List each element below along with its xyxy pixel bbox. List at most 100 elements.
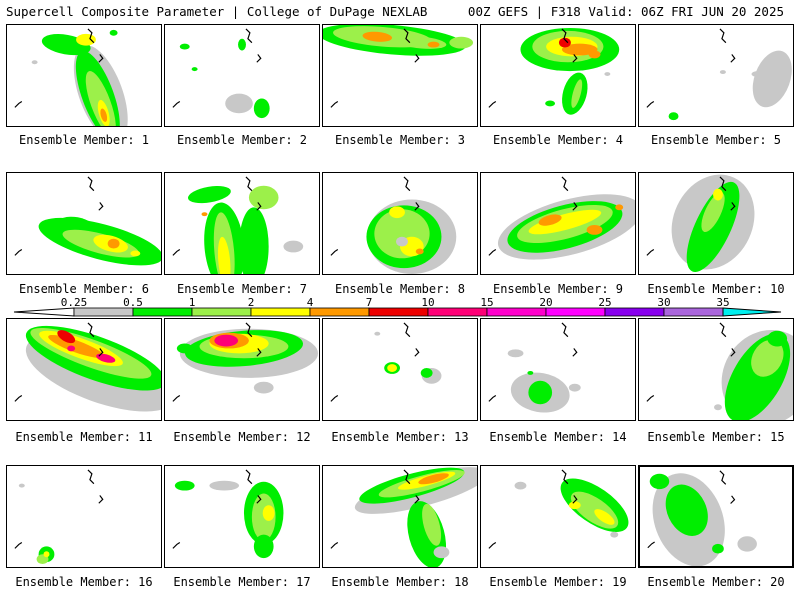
scp-contour-field xyxy=(330,322,442,402)
ensemble-member-label: Ensemble Member: 9 xyxy=(492,282,624,296)
scp-contour-region xyxy=(449,36,474,49)
ensemble-member-label: Ensemble Member: 13 xyxy=(331,430,469,444)
ensemble-member-map[interactable] xyxy=(322,172,478,275)
coastline-outline xyxy=(172,28,262,108)
scp-contour-region xyxy=(713,188,723,201)
scp-contour-field xyxy=(172,469,284,559)
ensemble-member-map[interactable] xyxy=(638,24,794,127)
ensemble-member-map[interactable] xyxy=(638,318,794,421)
scp-contour-region xyxy=(594,509,615,525)
scp-contour-region xyxy=(568,383,581,392)
scp-contour-region xyxy=(527,370,534,375)
scp-contour-field xyxy=(330,467,477,567)
colorbar-min-arrow xyxy=(13,307,75,317)
scp-contour-region xyxy=(201,212,208,217)
scp-contour-region xyxy=(558,37,571,48)
coastline-outline xyxy=(646,28,736,108)
ensemble-member-map[interactable] xyxy=(480,465,636,568)
scp-contour-region xyxy=(76,33,96,46)
ensemble-member-map[interactable] xyxy=(480,24,636,127)
scp-contour-region xyxy=(586,224,603,235)
scp-contour-region xyxy=(387,364,398,372)
coastline-outline xyxy=(14,322,104,402)
coastline-outline xyxy=(330,322,420,402)
scp-contour-field xyxy=(488,27,620,115)
scp-contour-region xyxy=(701,192,725,233)
coastline-outline xyxy=(647,470,736,549)
ensemble-member-map[interactable] xyxy=(6,318,162,421)
scp-contour-region xyxy=(610,531,619,538)
scp-contour-field xyxy=(14,469,104,565)
scp-contour-region xyxy=(107,238,120,249)
ensemble-member-map[interactable] xyxy=(6,465,162,568)
ensemble-member-map[interactable] xyxy=(164,24,320,127)
coastline-outline xyxy=(14,28,104,108)
scp-contour-field xyxy=(647,470,757,566)
ensemble-member-label: Ensemble Member: 11 xyxy=(15,430,153,444)
ensemble-member-map[interactable] xyxy=(164,172,320,275)
ensemble-member-map[interactable] xyxy=(322,465,478,568)
ensemble-member-map[interactable] xyxy=(480,172,636,275)
scp-contour-region xyxy=(100,108,108,122)
color-scale-legend: 0.25 0.5 1 2 4 7 10 15 20 25 30 35 xyxy=(0,296,800,320)
scp-contour-region xyxy=(225,93,253,114)
scp-contour-region xyxy=(752,50,792,108)
scp-contour-region xyxy=(751,71,764,77)
ensemble-member-map[interactable] xyxy=(480,318,636,421)
scp-contour-region xyxy=(283,240,304,253)
scp-contour-region xyxy=(209,480,240,491)
scp-contour-region xyxy=(545,100,556,107)
scp-contour-region xyxy=(514,481,527,490)
scp-contour-region xyxy=(396,236,408,247)
scp-contour-region xyxy=(615,204,624,211)
scp-contour-field xyxy=(172,322,319,402)
scp-contour-region xyxy=(214,334,239,347)
ensemble-member-label: Ensemble Member: 1 xyxy=(18,133,150,147)
ensemble-member-map[interactable] xyxy=(164,465,320,568)
scp-contour-field xyxy=(646,174,755,272)
scp-contour-region xyxy=(57,330,76,344)
ensemble-member-label: Ensemble Member: 15 xyxy=(647,430,785,444)
ensemble-member-label: Ensemble Member: 10 xyxy=(647,282,785,296)
scp-contour-region xyxy=(719,70,726,75)
scp-contour-region xyxy=(191,67,198,72)
scp-contour-region xyxy=(374,331,381,336)
scp-contour-region xyxy=(253,98,270,119)
scp-contour-region xyxy=(239,207,269,274)
colorbar-tick-label: 15 xyxy=(480,296,493,309)
ensemble-member-map[interactable] xyxy=(638,172,794,275)
ensemble-member-map[interactable] xyxy=(638,465,794,568)
scp-contour-field xyxy=(323,25,474,108)
colorbar-segment xyxy=(545,307,606,317)
ensemble-member-label: Ensemble Member: 7 xyxy=(176,282,308,296)
scp-contour-region xyxy=(427,41,440,48)
coastline-outline xyxy=(646,176,736,256)
colorbar-segment xyxy=(427,307,488,317)
coastline-outline xyxy=(488,322,578,402)
colorbar-tick-label: 1 xyxy=(189,296,196,309)
scp-contour-field xyxy=(646,322,793,420)
scp-contour-region xyxy=(96,353,116,363)
ensemble-member-map[interactable] xyxy=(6,172,162,275)
colorbar-tick-label: 7 xyxy=(366,296,373,309)
scp-contour-region xyxy=(253,534,274,559)
ensemble-member-map[interactable] xyxy=(164,318,320,421)
ensemble-member-label: Ensemble Member: 17 xyxy=(173,575,311,589)
colorbar-segment xyxy=(309,307,370,317)
coastline-outline xyxy=(488,176,578,256)
colorbar-segment xyxy=(73,307,134,317)
ensemble-member-label: Ensemble Member: 5 xyxy=(650,133,782,147)
colorbar-tick-label: 20 xyxy=(539,296,552,309)
ensemble-member-map[interactable] xyxy=(322,24,478,127)
coastline-outline xyxy=(330,176,420,256)
ensemble-member-label: Ensemble Member: 19 xyxy=(489,575,627,589)
scp-contour-field xyxy=(172,176,304,274)
colorbar-tick-label: 0.25 xyxy=(61,296,88,309)
ensemble-member-map[interactable] xyxy=(322,318,478,421)
scp-contour-region xyxy=(176,343,193,354)
scp-contour-region xyxy=(174,480,195,491)
coastline-outline xyxy=(172,469,262,549)
ensemble-member-map[interactable] xyxy=(6,24,162,127)
scp-contour-region xyxy=(433,546,450,559)
scp-contour-region xyxy=(561,43,598,56)
